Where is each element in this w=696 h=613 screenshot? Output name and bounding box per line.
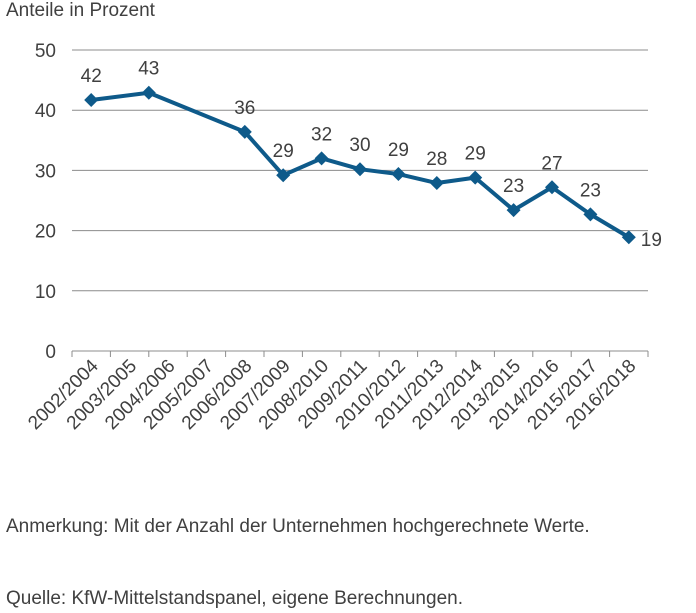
data-point-marker <box>506 203 521 218</box>
note-anmerkung: Anmerkung: Mit der Anzahl der Unternehme… <box>6 516 590 537</box>
data-label: 29 <box>273 141 294 162</box>
data-label: 30 <box>349 135 370 156</box>
series-markers <box>84 85 636 245</box>
data-label: 32 <box>311 124 332 145</box>
y-axis-title: Anteile in Prozent <box>6 0 155 21</box>
y-tick-label: 30 <box>35 161 56 182</box>
data-label: 29 <box>388 140 409 161</box>
data-label: 27 <box>541 153 562 174</box>
data-label: 42 <box>81 66 102 87</box>
data-point-marker <box>391 167 406 182</box>
data-point-marker <box>545 180 559 195</box>
y-tick-label: 10 <box>35 282 56 303</box>
source-quelle: Quelle: KfW-Mittelstandspanel, eigene Be… <box>6 588 463 609</box>
x-axis <box>71 350 649 357</box>
data-point-marker <box>141 85 156 100</box>
data-label: 28 <box>426 149 447 170</box>
y-tick-label: 40 <box>35 101 56 122</box>
data-label: 36 <box>234 98 255 119</box>
data-point-marker <box>276 168 291 183</box>
line-chart: 0 10 20 30 40 50 2002/20042003/20052004/20062… <box>24 41 662 434</box>
data-point-marker <box>237 124 252 139</box>
data-point-marker <box>468 170 483 185</box>
data-labels: 42 43 36 29 32 30 29 28 29 23 27 23 19 <box>81 59 662 251</box>
data-label: 23 <box>580 180 601 201</box>
data-point-marker <box>621 230 636 245</box>
y-tick-labels: 0 10 20 30 40 50 <box>35 41 56 363</box>
data-label: 29 <box>465 144 486 165</box>
x-tick-labels: 2002/20042003/20052004/20062005/20072006… <box>24 355 640 434</box>
y-tick-label: 50 <box>35 41 56 62</box>
data-label: 43 <box>138 59 159 80</box>
data-label: 23 <box>503 176 524 197</box>
y-tick-label: 20 <box>35 222 56 243</box>
data-point-marker <box>84 92 99 107</box>
y-tick-label: 0 <box>45 342 56 363</box>
data-label: 19 <box>641 230 662 251</box>
data-point-marker <box>429 176 444 191</box>
data-point-marker <box>583 207 598 222</box>
data-point-marker <box>353 162 367 177</box>
data-point-marker <box>314 151 329 166</box>
